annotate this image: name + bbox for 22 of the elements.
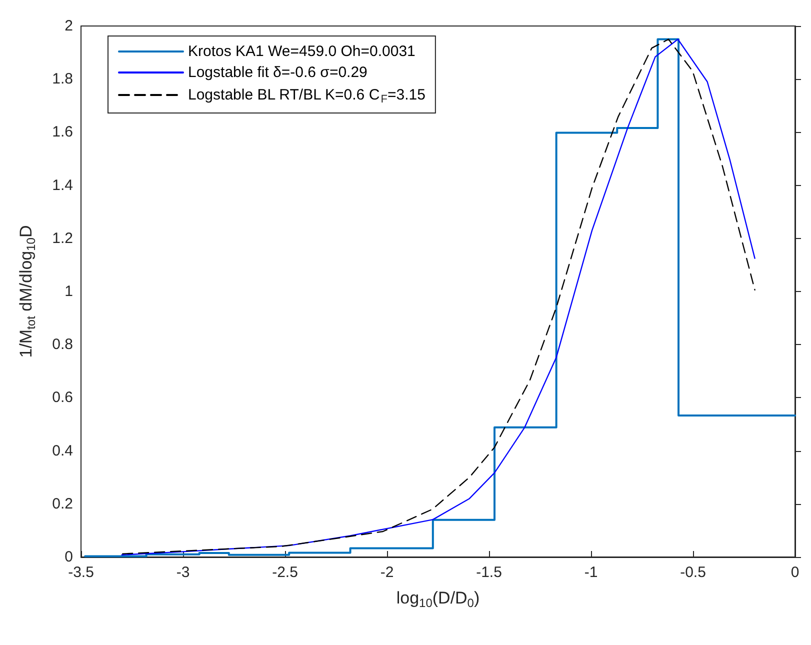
y-tick-label: 1.2 — [52, 230, 73, 247]
x-tick-label: -3 — [176, 564, 190, 581]
y-tick-label: 1 — [64, 283, 73, 300]
x-tick-label: -2.5 — [272, 564, 298, 581]
x-tick-label: -2 — [380, 564, 394, 581]
legend-label: Krotos KA1 We=459.0 Oh=0.0031 — [188, 43, 416, 60]
y-tick-label: 2 — [64, 18, 73, 34]
y-tick-label: 1.4 — [52, 176, 73, 194]
y-tick-label: 0.4 — [52, 442, 73, 460]
x-tick-label: -1.5 — [476, 564, 502, 581]
y-axis-title: 1/Mtot dM/dlog10D — [16, 225, 38, 358]
y-tick-label: 0.2 — [52, 495, 73, 512]
y-tick-label: 0 — [64, 548, 73, 566]
x-tick-label: -1 — [584, 564, 598, 581]
y-tick-label: 1.6 — [52, 124, 73, 141]
y-tick-label: 0.6 — [52, 389, 73, 406]
x-tick-label: -3.5 — [68, 564, 94, 581]
legend-label: Logstable fit δ=-0.6 σ=0.29 — [188, 64, 368, 81]
x-tick-label: -0.5 — [680, 564, 706, 581]
y-tick-label: 0.8 — [52, 336, 73, 354]
y-tick-label: 1.8 — [52, 70, 73, 88]
x-tick-label: 0 — [790, 564, 800, 581]
